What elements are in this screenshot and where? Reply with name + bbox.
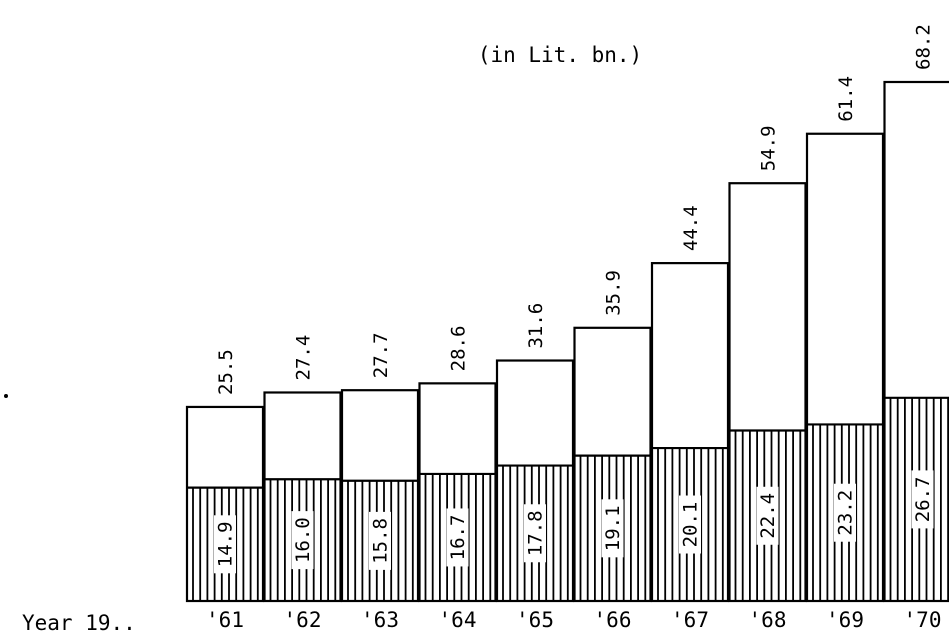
data-label-total: 31.6 bbox=[525, 303, 547, 349]
data-label-total: 35.9 bbox=[603, 270, 625, 316]
data-label-part: 22.4 bbox=[757, 493, 779, 539]
data-label-total: 54.9 bbox=[758, 125, 780, 171]
bar-part bbox=[497, 464, 573, 601]
data-label-part: 15.8 bbox=[370, 518, 392, 564]
bar-group bbox=[418, 382, 497, 603]
bar-group bbox=[495, 359, 575, 603]
data-label-part: 16.7 bbox=[447, 515, 469, 561]
data-label-part: 14.9 bbox=[215, 521, 237, 567]
data-label-part: 17.8 bbox=[525, 510, 547, 556]
bar-part bbox=[729, 429, 806, 601]
category-label: '66 bbox=[594, 608, 632, 632]
data-label-total: 61.4 bbox=[835, 76, 857, 122]
category-label: '69 bbox=[826, 608, 864, 632]
data-label-bg bbox=[214, 515, 236, 574]
stray-dot bbox=[4, 394, 8, 398]
data-label-bg bbox=[446, 508, 469, 567]
data-label-total: 27.7 bbox=[370, 332, 392, 378]
x-axis-label: Year 19.. bbox=[22, 611, 136, 634]
data-label-part: 26.7 bbox=[912, 477, 934, 523]
bar-part bbox=[342, 479, 418, 601]
bar-group bbox=[573, 326, 652, 603]
bar-group bbox=[263, 391, 342, 603]
category-label: '63 bbox=[361, 608, 399, 632]
category-label: '65 bbox=[516, 608, 554, 632]
bar-total bbox=[495, 359, 575, 603]
category-label: '68 bbox=[749, 608, 787, 632]
category-label: '62 bbox=[284, 608, 322, 632]
bar-part bbox=[419, 472, 496, 601]
data-label-total: 68.2 bbox=[913, 24, 935, 70]
data-label-bg bbox=[679, 495, 701, 554]
data-label-bg bbox=[601, 499, 624, 558]
data-label-part: 16.0 bbox=[292, 517, 314, 563]
data-label-part: 23.2 bbox=[835, 490, 857, 536]
data-label-total: 28.6 bbox=[448, 326, 470, 372]
bar-total bbox=[573, 326, 652, 603]
data-label-part: 19.1 bbox=[602, 505, 624, 551]
bar-part bbox=[187, 486, 263, 601]
data-label-bg bbox=[911, 470, 934, 529]
data-label-part: 20.1 bbox=[680, 502, 702, 548]
data-label-bg bbox=[834, 483, 856, 542]
bar-total bbox=[263, 391, 342, 603]
data-label-bg bbox=[369, 511, 391, 570]
category-label: '64 bbox=[439, 608, 477, 632]
data-label-total: 44.4 bbox=[680, 205, 702, 251]
data-label-total: 25.5 bbox=[215, 349, 237, 395]
data-label-bg bbox=[291, 511, 314, 570]
chart-subtitle: (in Lit. bn.) bbox=[478, 43, 642, 67]
category-label: '61 bbox=[206, 608, 244, 632]
bar-group bbox=[340, 389, 420, 603]
category-label: '70 bbox=[904, 608, 942, 632]
bar-total bbox=[418, 382, 497, 603]
data-label-bg bbox=[524, 504, 546, 563]
category-label: '67 bbox=[671, 608, 709, 632]
data-label-bg bbox=[756, 486, 779, 545]
data-label-total: 27.4 bbox=[293, 335, 315, 381]
